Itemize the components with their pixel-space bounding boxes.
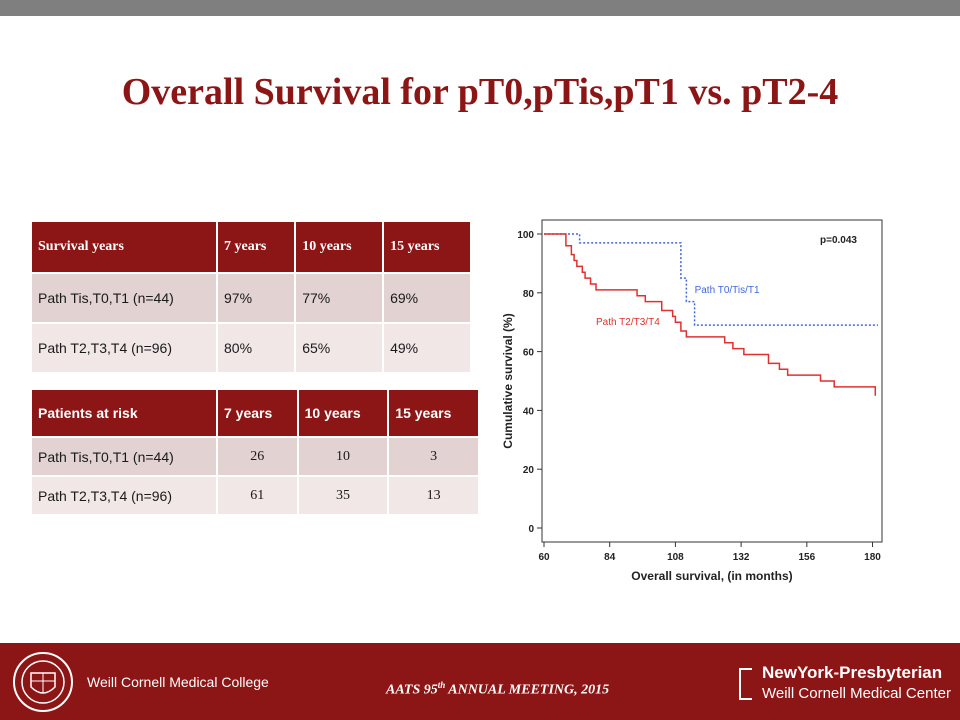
- x-tick-label: 132: [733, 552, 750, 563]
- y-tick-label: 80: [523, 289, 535, 300]
- table-cell: 26: [217, 437, 299, 477]
- table-row: Path Tis,T0,T1 (n=44) 97% 77% 69%: [32, 273, 472, 324]
- series-line: [544, 233, 878, 326]
- x-axis-label: Overall survival, (in months): [631, 569, 792, 583]
- table-cell: 49%: [383, 323, 472, 374]
- table-header-row: Patients at risk 7 years 10 years 15 yea…: [32, 390, 480, 438]
- x-tick-label: 60: [538, 552, 550, 563]
- series-label: Path T0/Tis/T1: [695, 285, 760, 296]
- hospital-center: Weill Cornell Medical Center: [762, 685, 951, 702]
- y-tick-label: 60: [523, 348, 535, 359]
- table-cell: Path Tis,T0,T1 (n=44): [32, 273, 218, 324]
- table-row: Path T2,T3,T4 (n=96) 80% 65% 49%: [32, 323, 472, 374]
- table-cell: 61: [217, 476, 299, 516]
- header-cell: Patients at risk: [32, 390, 218, 438]
- header-cell: 15 years: [388, 390, 480, 438]
- header-cell: 7 years: [217, 390, 299, 438]
- table-cell: 77%: [295, 273, 385, 324]
- table-cell: 80%: [217, 323, 297, 374]
- header-cell: 10 years: [297, 390, 390, 438]
- x-tick-label: 156: [798, 552, 815, 563]
- slide-title: Overall Survival for pT0,pTis,pT1 vs. pT…: [121, 71, 839, 113]
- table-header-row: Survival years 7 years 10 years 15 years: [32, 222, 472, 274]
- series-line: [544, 233, 877, 396]
- table-cell: 10: [297, 437, 390, 477]
- risk-table: Patients at risk 7 years 10 years 15 yea…: [32, 390, 480, 516]
- p-value-annotation: p=0.043: [820, 235, 857, 246]
- meeting-label: AATS 95th ANNUAL MEETING, 2015: [386, 680, 610, 698]
- y-tick-label: 100: [517, 230, 534, 241]
- table-cell: 35: [297, 476, 390, 516]
- table-cell: 97%: [217, 273, 297, 324]
- header-cell: 15 years: [383, 222, 472, 274]
- top-bar: [0, 0, 960, 16]
- table-row: Path T2,T3,T4 (n=96) 61 35 13: [32, 476, 480, 516]
- y-axis-label: Cumulative survival (%): [501, 313, 515, 448]
- table-cell: Path Tis,T0,T1 (n=44): [32, 437, 218, 477]
- header-cell: 7 years: [217, 222, 297, 274]
- y-tick-label: 0: [528, 524, 534, 535]
- table-cell: 13: [388, 476, 480, 516]
- header-cell: 10 years: [295, 222, 385, 274]
- y-tick-label: 40: [523, 406, 535, 417]
- survival-table: Survival years 7 years 10 years 15 years…: [32, 222, 472, 374]
- header-cell: Survival years: [32, 222, 218, 274]
- x-tick-label: 84: [604, 552, 616, 563]
- table-cell: 65%: [295, 323, 385, 374]
- x-tick-label: 180: [864, 552, 881, 563]
- hospital-name: NewYork-Presbyterian: [762, 663, 943, 682]
- cornell-seal-logo: [13, 652, 73, 712]
- series-label: Path T2/T3/T4: [596, 317, 660, 328]
- nyp-logo-icon: [739, 668, 752, 700]
- x-tick-label: 108: [667, 552, 684, 563]
- survival-chart: 0 20 40 60 80 100 60 84 108 132 156 180 Overall surv…: [501, 219, 883, 583]
- y-tick-label: 20: [523, 465, 535, 476]
- table-cell: 3: [388, 437, 480, 477]
- table-row: Path Tis,T0,T1 (n=44) 26 10 3: [32, 437, 480, 477]
- table-cell: Path T2,T3,T4 (n=96): [32, 323, 218, 374]
- table-cell: Path T2,T3,T4 (n=96): [32, 476, 218, 516]
- footer-bar: Weill Cornell Medical College AATS 95th …: [0, 643, 960, 720]
- table-cell: 69%: [383, 273, 472, 324]
- college-name: Weill Cornell Medical College: [87, 674, 269, 690]
